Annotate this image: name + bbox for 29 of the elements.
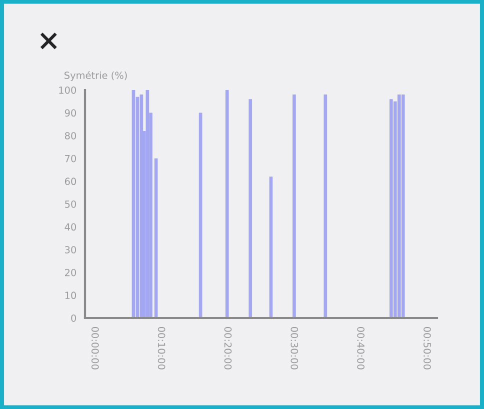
- bar: [324, 94, 328, 318]
- x-tick-label: 00:40:00: [357, 326, 364, 370]
- bar: [132, 90, 136, 318]
- bar: [269, 176, 273, 318]
- y-tick-label: 60: [64, 178, 76, 186]
- y-tick-label: 20: [65, 268, 76, 276]
- y-tick-label: 30: [65, 246, 76, 254]
- x-tick-label: 00:50:00: [424, 326, 431, 370]
- x-tick-label: 00:10:00: [158, 326, 166, 370]
- bar: [154, 158, 158, 318]
- bar: [225, 90, 229, 318]
- y-tick-label: 40: [64, 223, 76, 231]
- bar: [401, 94, 405, 318]
- x-tick-label: 00:30:00: [290, 326, 298, 370]
- bar: [397, 94, 401, 318]
- y-tick-label: 80: [64, 132, 76, 140]
- y-tick-label: 90: [64, 109, 76, 117]
- x-tick-label: 00:00:00: [91, 326, 99, 370]
- y-tick-label: 10: [65, 292, 76, 300]
- y-tick-label: 70: [65, 154, 76, 162]
- y-tick-label: 0: [71, 314, 76, 322]
- y-tick-label: 100: [59, 86, 76, 94]
- bar: [390, 99, 393, 318]
- x-tick-label: 00:20:00: [224, 326, 232, 370]
- y-tick-label: 50: [65, 200, 76, 208]
- bar: [198, 112, 202, 318]
- bar: [248, 99, 252, 318]
- bar: [292, 94, 296, 318]
- y-axis-title: Symétrie (%): [64, 71, 127, 81]
